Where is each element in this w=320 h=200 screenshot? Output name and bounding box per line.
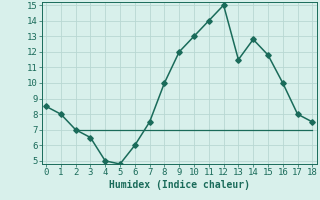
X-axis label: Humidex (Indice chaleur): Humidex (Indice chaleur)	[109, 180, 250, 190]
